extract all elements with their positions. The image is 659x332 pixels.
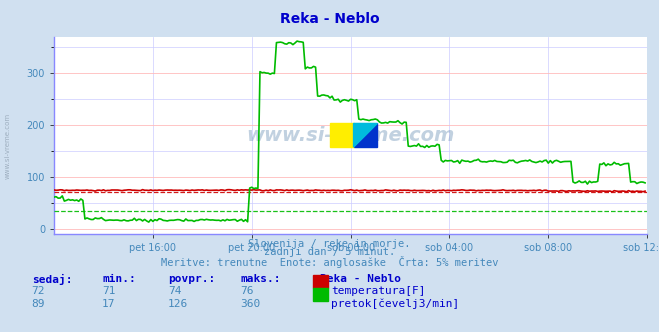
Text: Reka - Neblo: Reka - Neblo (320, 274, 401, 284)
Text: 360: 360 (241, 299, 261, 309)
Text: min.:: min.: (102, 274, 136, 284)
Text: sedaj:: sedaj: (32, 274, 72, 285)
Text: Slovenija / reke in morje.: Slovenija / reke in morje. (248, 239, 411, 249)
Text: 76: 76 (241, 286, 254, 295)
Text: temperatura[F]: temperatura[F] (331, 286, 425, 295)
Text: Meritve: trenutne  Enote: anglosaške  Črta: 5% meritev: Meritve: trenutne Enote: anglosaške Črta… (161, 256, 498, 268)
Text: povpr.:: povpr.: (168, 274, 215, 284)
Text: maks.:: maks.: (241, 274, 281, 284)
Text: 71: 71 (102, 286, 115, 295)
Text: www.si-vreme.com: www.si-vreme.com (5, 113, 11, 179)
Polygon shape (354, 124, 378, 147)
Text: 72: 72 (32, 286, 45, 295)
Text: zadnji dan / 5 minut.: zadnji dan / 5 minut. (264, 247, 395, 257)
Polygon shape (354, 124, 378, 147)
Text: 74: 74 (168, 286, 181, 295)
Text: 89: 89 (32, 299, 45, 309)
Bar (330, 124, 354, 147)
Text: Reka - Neblo: Reka - Neblo (279, 12, 380, 26)
Text: www.si-vreme.com: www.si-vreme.com (246, 126, 455, 145)
Text: pretok[čevelj3/min]: pretok[čevelj3/min] (331, 299, 459, 309)
Text: 126: 126 (168, 299, 188, 309)
Text: 17: 17 (102, 299, 115, 309)
